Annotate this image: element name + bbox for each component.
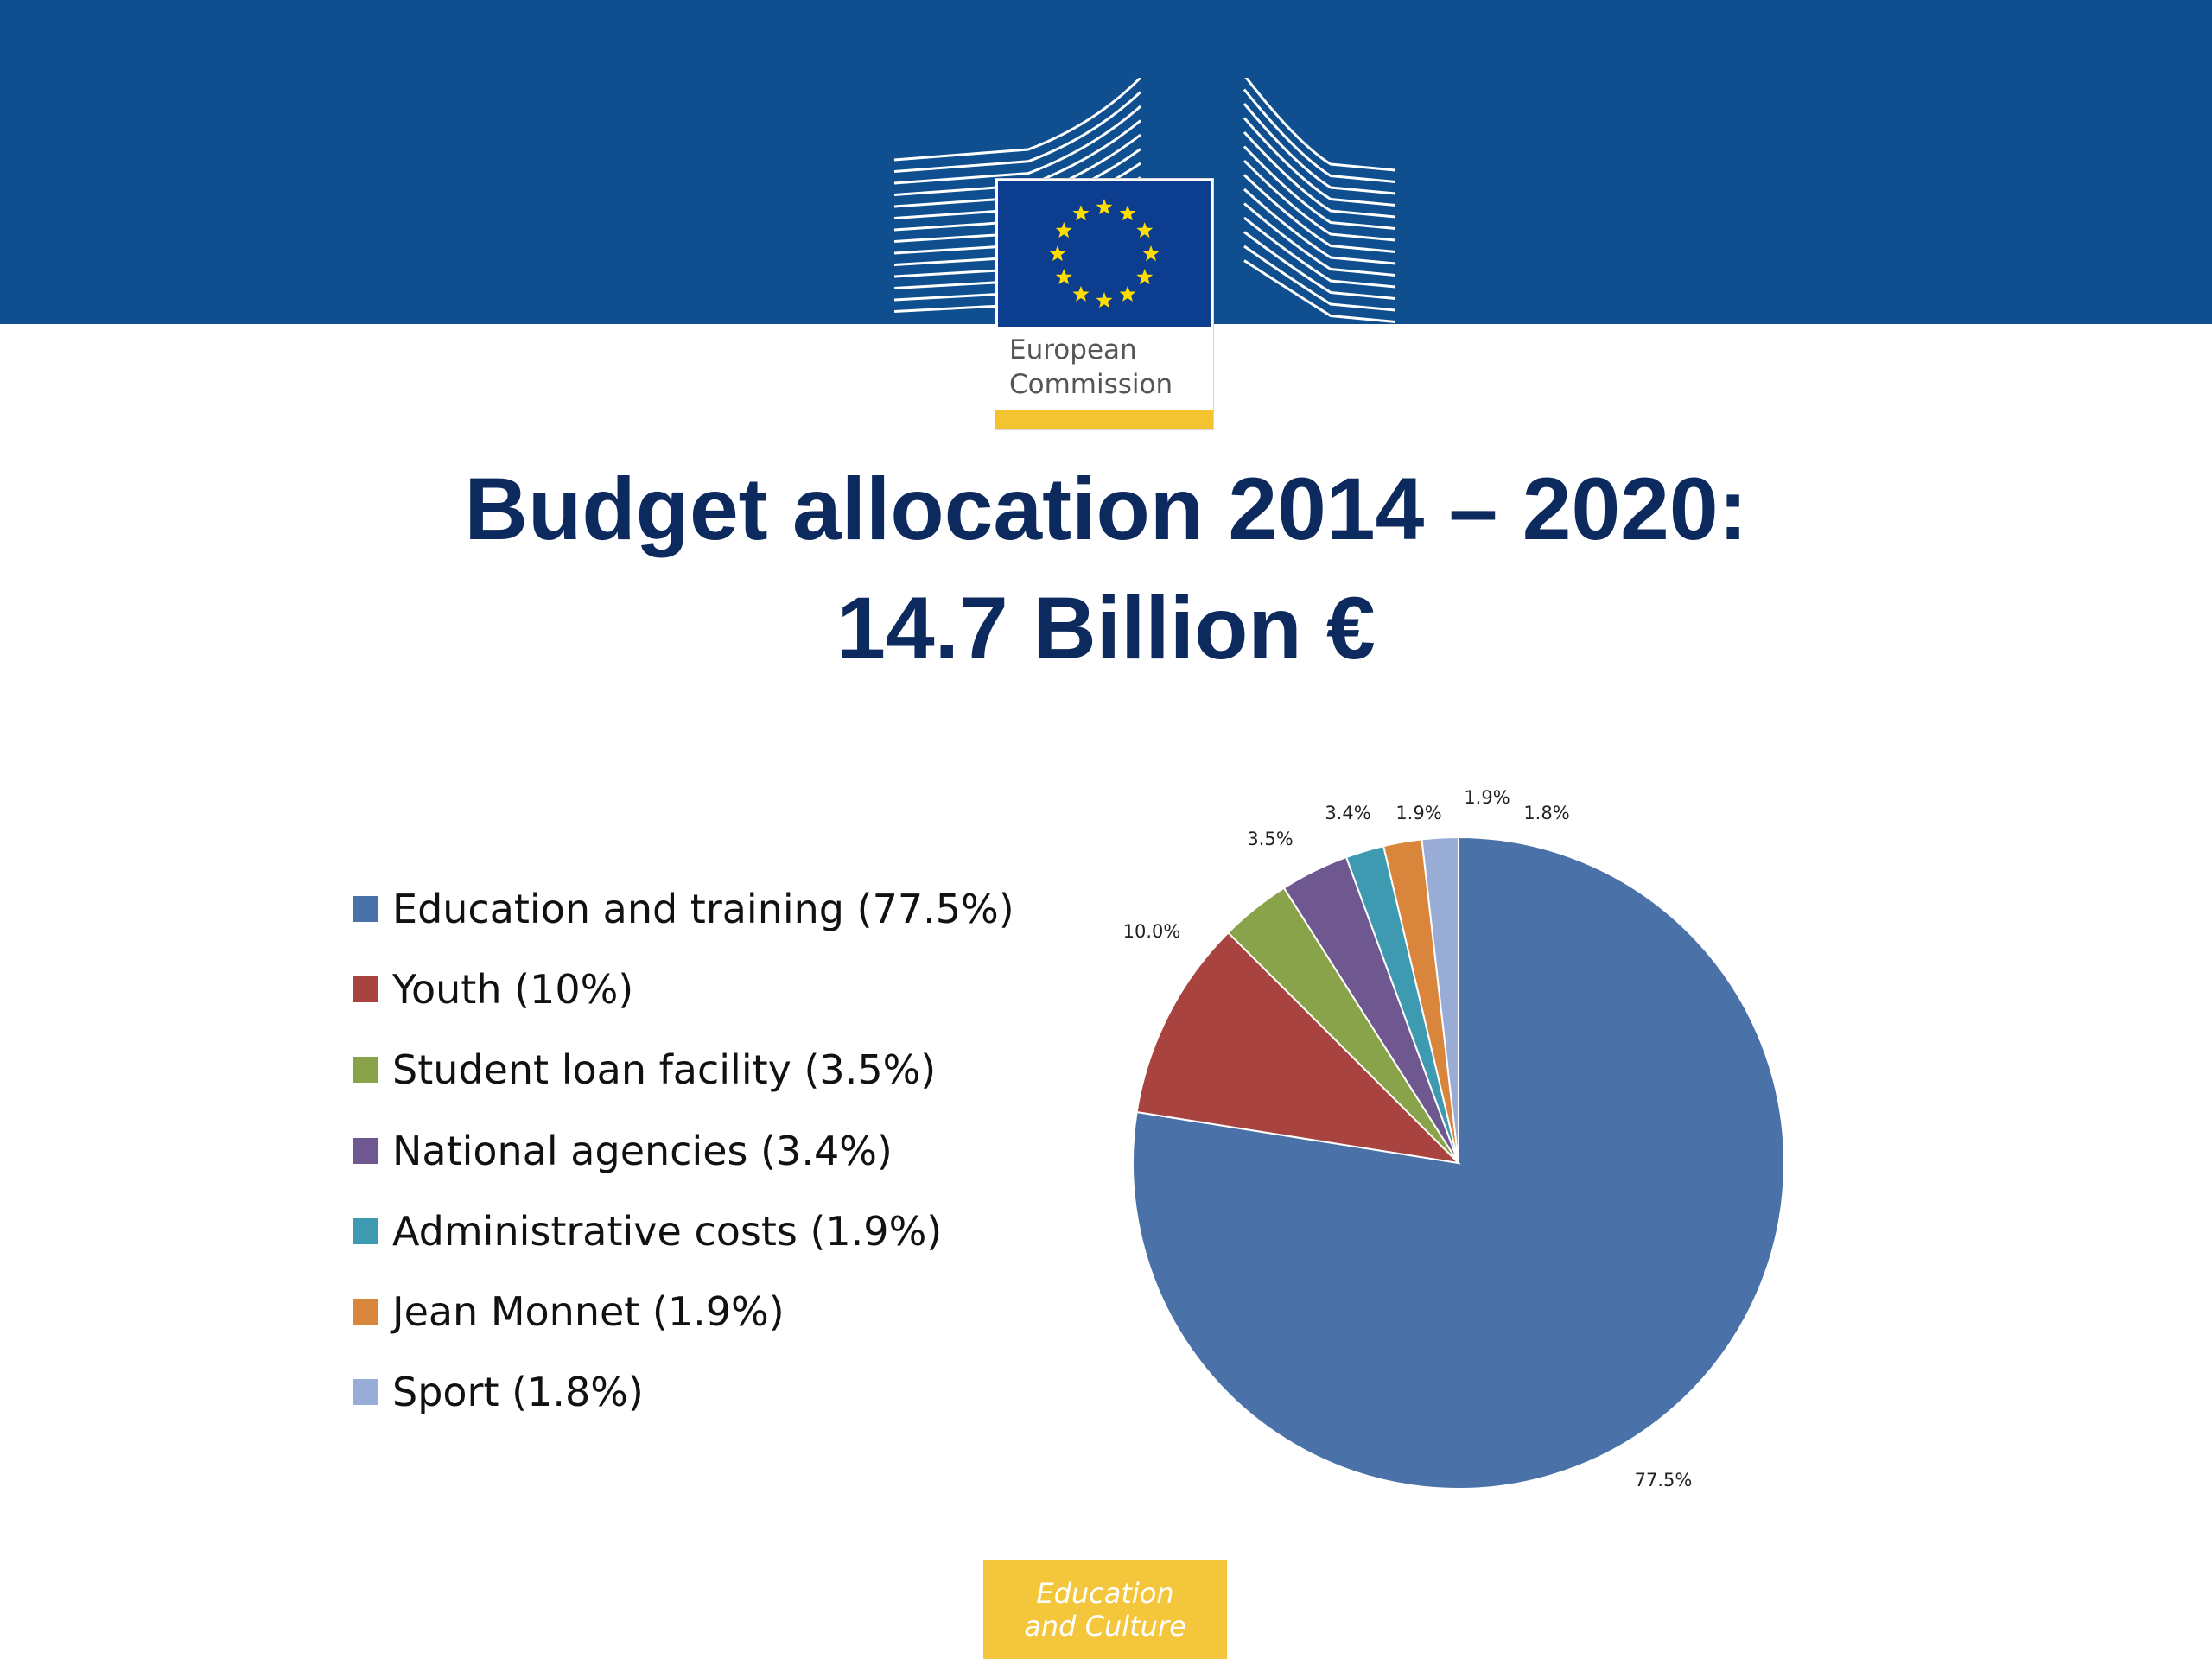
eu-flag-icon xyxy=(998,181,1211,327)
star-icon xyxy=(1072,285,1090,302)
european-commission-logo: European Commission xyxy=(995,179,1213,429)
title-line-2: 14.7 Billion € xyxy=(836,579,1376,677)
building-line xyxy=(893,105,1141,185)
building-line xyxy=(893,78,1142,162)
building-line xyxy=(1243,216,1396,289)
legend-item: Administrative costs (1.9%) xyxy=(353,1191,1014,1271)
chart-legend: Education and training (77.5%) Youth (10%… xyxy=(353,868,1014,1433)
legend-item: National agencies (3.4%) xyxy=(353,1110,1014,1191)
footer-line-1: Education xyxy=(1036,1576,1174,1610)
pie-data-label: 3.4% xyxy=(1325,803,1370,823)
legend-item: Student loan facility (3.5%) xyxy=(353,1030,1014,1110)
pie-data-label: 1.9% xyxy=(1395,803,1441,823)
legend-swatch xyxy=(353,1057,378,1084)
building-line xyxy=(1243,231,1396,300)
legend-swatch xyxy=(353,1299,378,1325)
legend-label: Education and training (77.5%) xyxy=(392,885,1014,932)
legend-swatch xyxy=(353,1217,378,1244)
education-and-culture-badge: Education and Culture xyxy=(983,1560,1227,1659)
building-line xyxy=(1243,259,1396,323)
star-icon xyxy=(1119,285,1136,302)
pie-slice xyxy=(1135,931,1461,1165)
legend-item: Sport (1.8%) xyxy=(353,1352,1014,1433)
legend-swatch xyxy=(353,1137,378,1164)
building-line xyxy=(1243,117,1396,207)
logo-text: European Commission xyxy=(1009,334,1173,400)
footer-line-2: and Culture xyxy=(1024,1609,1186,1643)
page-title: Budget allocation 2014 – 2020: 14.7 Bill… xyxy=(0,449,2212,688)
star-icon xyxy=(1142,245,1160,262)
legend-label: National agencies (3.4%) xyxy=(392,1127,893,1174)
legend-item: Education and training (77.5%) xyxy=(353,868,1014,949)
legend-label: Administrative costs (1.9%) xyxy=(392,1207,943,1255)
star-icon xyxy=(1096,199,1113,215)
building-line xyxy=(1243,159,1396,242)
building-line xyxy=(1243,88,1396,183)
star-icon xyxy=(1119,205,1136,221)
building-line xyxy=(1243,103,1396,195)
legend-item: Youth (10%) xyxy=(353,949,1014,1029)
pie-data-label: 1.8% xyxy=(1523,803,1569,823)
legend-item: Jean Monnet (1.9%) xyxy=(353,1271,1014,1351)
pie-data-label: 10.0% xyxy=(1123,921,1181,942)
legend-label: Jean Monnet (1.9%) xyxy=(392,1288,785,1336)
legend-swatch xyxy=(353,1379,378,1406)
legend-label: Student loan facility (3.5%) xyxy=(392,1046,937,1094)
legend-label: Sport (1.8%) xyxy=(392,1369,644,1416)
pie-data-label: 77.5% xyxy=(1635,1470,1693,1491)
legend-swatch xyxy=(353,976,378,1002)
building-line xyxy=(1243,174,1396,253)
pie-slice xyxy=(1421,836,1459,1164)
legend-label: Youth (10%) xyxy=(392,965,634,1013)
building-line xyxy=(1243,188,1396,265)
logo-yellow-bar xyxy=(995,410,1213,429)
star-icon xyxy=(1055,222,1072,238)
star-icon xyxy=(1049,245,1066,262)
star-icon xyxy=(1055,269,1072,285)
building-line xyxy=(1243,130,1396,219)
eu-stars-icon xyxy=(1049,199,1160,308)
building-line xyxy=(1244,78,1396,172)
building-line xyxy=(1243,245,1396,312)
pie-data-label: 1.9% xyxy=(1464,787,1510,808)
title-line-1: Budget allocation 2014 – 2020: xyxy=(464,460,1748,558)
star-icon xyxy=(1136,222,1154,238)
pie-data-label: 3.5% xyxy=(1247,829,1293,849)
legend-swatch xyxy=(353,895,378,922)
building-line xyxy=(1243,202,1396,276)
building-line xyxy=(1243,145,1396,230)
star-icon xyxy=(1072,205,1090,221)
star-icon xyxy=(1136,269,1154,285)
star-icon xyxy=(1096,292,1113,308)
building-line xyxy=(893,91,1142,173)
